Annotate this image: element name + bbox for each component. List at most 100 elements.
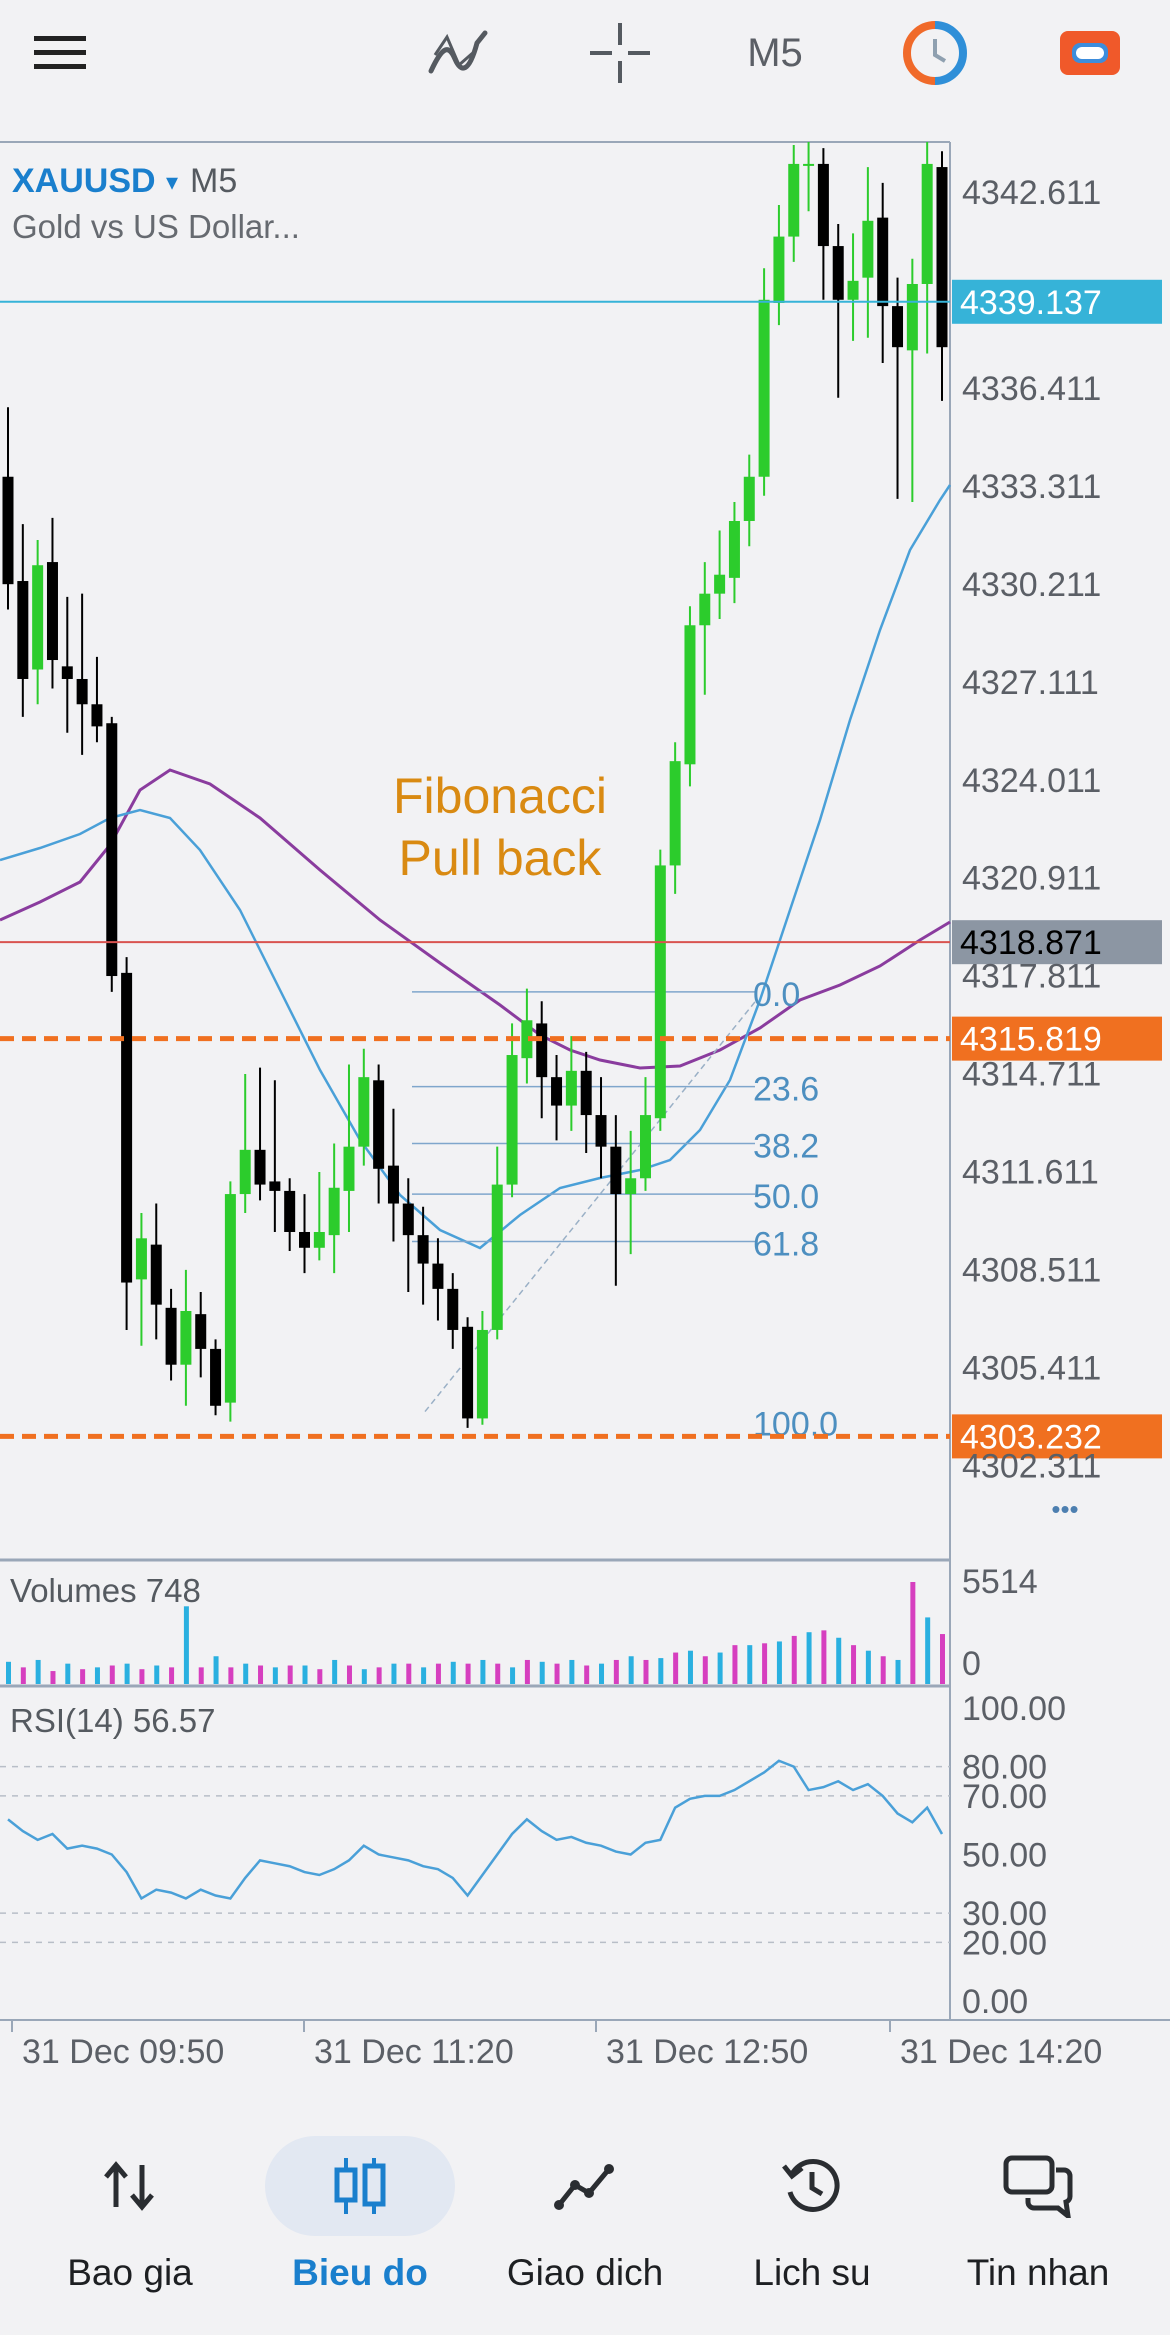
rsi-axis-label: 0.00 bbox=[962, 1983, 1028, 2021]
volume-bar bbox=[717, 1652, 723, 1684]
trade-icon bbox=[490, 2136, 680, 2236]
menu-icon[interactable] bbox=[20, 18, 100, 88]
candle-body bbox=[254, 1149, 266, 1185]
candle-body bbox=[284, 1190, 296, 1232]
volume-bar bbox=[836, 1637, 842, 1684]
fib-level-label: 61.8 bbox=[753, 1225, 819, 1263]
time-axis-label: 31 Dec 12:50 bbox=[606, 2033, 808, 2070]
volume-bar bbox=[687, 1650, 693, 1684]
time-axis-label: 31 Dec 11:20 bbox=[314, 2033, 514, 2070]
volume-bar bbox=[673, 1652, 679, 1684]
candle-body bbox=[862, 220, 874, 278]
volume-bar bbox=[65, 1663, 71, 1684]
time-axis: 31 Dec 09:50 31 Dec 11:20 31 Dec 12:50 31 D… bbox=[11, 2020, 1102, 2070]
volume-bar bbox=[569, 1659, 575, 1684]
volume-bar bbox=[154, 1665, 160, 1684]
candle-body bbox=[625, 1178, 637, 1195]
nav-chart[interactable]: Bieu do bbox=[260, 2120, 460, 2335]
candle-body bbox=[506, 1055, 518, 1185]
nav-label-messages: Tin nhan bbox=[966, 2252, 1110, 2293]
candle-body bbox=[639, 1115, 651, 1179]
volume-bar bbox=[346, 1665, 352, 1684]
ask-tag bbox=[952, 920, 1162, 965]
candle-body bbox=[832, 246, 844, 300]
candle-body bbox=[76, 678, 88, 705]
candle-body bbox=[2, 476, 14, 585]
support-top-tag bbox=[952, 1016, 1162, 1061]
nav-label-history: Lich su bbox=[753, 2252, 871, 2293]
volume-bar bbox=[702, 1656, 708, 1684]
candle-body bbox=[536, 1023, 548, 1078]
candle-body bbox=[684, 625, 696, 765]
volume-bar bbox=[213, 1656, 219, 1684]
price-axis-label: 4305.411 bbox=[962, 1350, 1101, 1388]
candle-body bbox=[195, 1314, 207, 1349]
candle-body bbox=[106, 723, 118, 977]
ask-price: 4318.871 bbox=[960, 924, 1102, 962]
crosshair-icon[interactable] bbox=[580, 18, 660, 88]
volume-bar bbox=[851, 1645, 857, 1684]
candle-body bbox=[743, 476, 755, 521]
candle-body bbox=[313, 1231, 325, 1248]
volume-bar bbox=[139, 1669, 145, 1684]
nav-messages[interactable]: Tin nhan bbox=[938, 2120, 1138, 2335]
volume-bar bbox=[539, 1661, 545, 1684]
candle-body bbox=[803, 163, 815, 166]
chart-grid bbox=[0, 141, 1170, 2021]
support-bottom-tag bbox=[952, 1414, 1162, 1459]
nav-history[interactable]: Lich su bbox=[712, 2120, 912, 2335]
more-options-icon[interactable]: ••• bbox=[1051, 1494, 1078, 1524]
candle-body bbox=[299, 1231, 311, 1248]
candle-body bbox=[432, 1263, 444, 1289]
fib-level-label: 0.0 bbox=[753, 976, 800, 1014]
candle-body bbox=[758, 299, 770, 477]
volume-bar bbox=[361, 1669, 367, 1684]
candle-body bbox=[610, 1146, 622, 1195]
volume-bar bbox=[910, 1582, 916, 1684]
volume-bar bbox=[584, 1665, 590, 1684]
volume-bar bbox=[821, 1630, 827, 1684]
candle-body bbox=[595, 1115, 607, 1147]
rsi-label: RSI(14) 56.57 bbox=[10, 1702, 215, 1739]
price-axis-label: 4302.311 bbox=[962, 1447, 1101, 1485]
volume-bar bbox=[628, 1656, 634, 1684]
nav-label-quotes: Bao gia bbox=[67, 2252, 193, 2293]
nav-trade[interactable]: Giao dich bbox=[485, 2120, 685, 2335]
volume-bar bbox=[80, 1669, 86, 1684]
candle-body bbox=[699, 593, 711, 626]
volume-bar bbox=[658, 1658, 664, 1684]
volume-bar bbox=[332, 1659, 338, 1684]
candle-body bbox=[462, 1326, 474, 1419]
candle-body bbox=[417, 1235, 429, 1264]
timeframe-button[interactable]: M5 bbox=[730, 18, 820, 88]
rsi-axis-label: 20.00 bbox=[962, 1924, 1047, 1962]
volume-bar bbox=[317, 1669, 323, 1684]
indicators-icon[interactable] bbox=[420, 18, 500, 88]
volume-bar bbox=[391, 1663, 397, 1684]
volume-bar bbox=[228, 1667, 234, 1684]
candle-body bbox=[892, 306, 904, 348]
horizontal-lines: 4339.137 4318.871 4315.819 4303.232 bbox=[0, 279, 1162, 1459]
top-toolbar: M5 bbox=[0, 0, 1170, 110]
volume-indicator: 5514 0 bbox=[6, 1563, 1038, 1684]
support-top-price: 4315.819 bbox=[960, 1021, 1102, 1059]
candle-body bbox=[32, 565, 44, 670]
annotation-fibonacci: Fibonacci bbox=[393, 768, 607, 824]
fib-level-label: 38.2 bbox=[753, 1128, 819, 1166]
settings-toggle-icon[interactable] bbox=[1050, 18, 1130, 88]
volume-bar bbox=[940, 1634, 945, 1684]
time-axis-label: 31 Dec 14:20 bbox=[900, 2033, 1102, 2070]
price-axis-label: 4333.311 bbox=[962, 468, 1101, 506]
candle-body bbox=[150, 1244, 162, 1305]
symbol-name[interactable]: XAUUSD bbox=[12, 162, 156, 200]
one-click-trading-icon[interactable] bbox=[895, 18, 975, 88]
volume-bar bbox=[643, 1659, 649, 1684]
price-axis-label: 4342.611 bbox=[962, 174, 1101, 212]
symbol-dropdown-icon[interactable]: ▾ bbox=[166, 169, 178, 196]
volume-bar bbox=[880, 1656, 886, 1684]
volume-bar bbox=[109, 1665, 115, 1684]
nav-quotes[interactable]: Bao gia bbox=[30, 2120, 230, 2335]
volume-bar bbox=[480, 1659, 486, 1684]
